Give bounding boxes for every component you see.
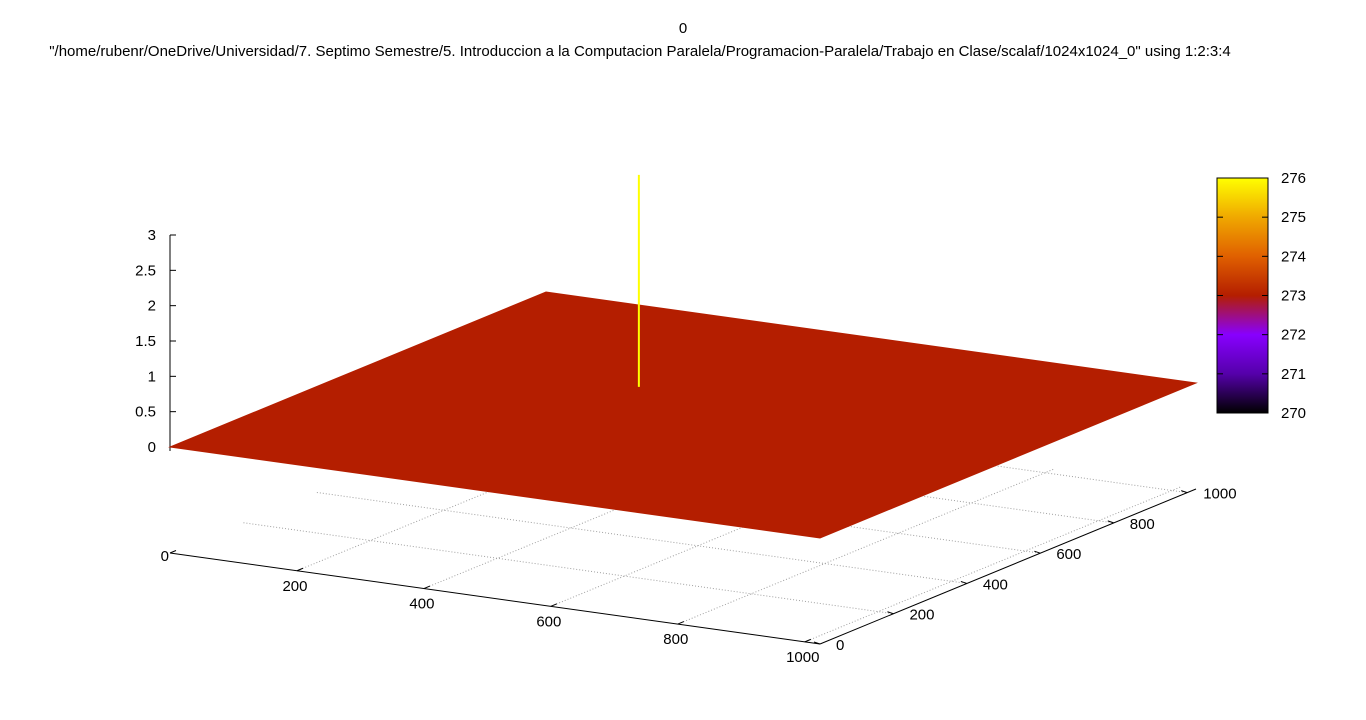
- colorbox-tick-label: 275: [1281, 209, 1306, 226]
- z-tick-label: 2.5: [135, 262, 156, 279]
- y-tick-label: 400: [983, 576, 1008, 593]
- y-tick-label: 0: [836, 637, 844, 654]
- x-tick: [169, 550, 177, 554]
- grid-line-y: [390, 461, 1041, 554]
- x-tick: [296, 567, 304, 572]
- grid-line-y: [537, 401, 1188, 494]
- x-tick: [804, 638, 811, 643]
- grid-line-y: [463, 431, 1114, 524]
- x-tick-label: 400: [409, 596, 434, 613]
- chart-subtitle: "/home/rubenr/OneDrive/Universidad/7. Se…: [49, 43, 1231, 60]
- axes: 0 200 400 600 800 1000 0 200 400 600 800 1000 0 0.5 1 1…: [135, 227, 1236, 666]
- z-tick-label: 1: [148, 368, 156, 385]
- z-tick-label: 3: [148, 227, 156, 244]
- base-grid: [243, 401, 1188, 643]
- y-axis-line: [819, 488, 1197, 645]
- y-tick: [813, 641, 821, 645]
- z-tick-label: 0: [148, 439, 156, 456]
- colorbox: 270 271 272 273 274 275 276: [1216, 170, 1306, 422]
- x-tick-label: 200: [282, 578, 307, 595]
- y-tick: [1181, 490, 1188, 494]
- y-tick: [1107, 520, 1114, 524]
- z-tick-label: 1.5: [135, 333, 156, 350]
- colorbox-gradient: [1216, 177, 1269, 414]
- y-tick: [887, 611, 894, 615]
- grid-line-y: [243, 522, 894, 615]
- x-axis-line: [169, 552, 821, 645]
- x-tick-label: 600: [536, 613, 561, 630]
- x-tick-label: 1000: [786, 649, 819, 666]
- y-tick: [1034, 550, 1041, 554]
- colorbox-tick-label: 274: [1281, 248, 1306, 265]
- y-tick-label: 1000: [1203, 486, 1236, 503]
- surface-layer: [168, 174, 1198, 539]
- z-tick-label: 2: [148, 298, 156, 315]
- colorbox-tick-label: 270: [1281, 405, 1306, 422]
- x-tick: [677, 621, 685, 625]
- z-tick-label: 0.5: [135, 404, 156, 421]
- y-tick: [960, 580, 968, 584]
- chart-title: 0: [679, 20, 687, 37]
- colorbox-tick-label: 276: [1281, 170, 1306, 187]
- x-tick: [423, 585, 431, 590]
- grid-line-y: [316, 491, 967, 584]
- y-tick-label: 200: [909, 607, 934, 624]
- x-tick: [550, 603, 558, 607]
- x-tick-label: 800: [663, 631, 688, 648]
- surface-plane: [168, 291, 1198, 539]
- y-tick-label: 800: [1130, 516, 1155, 533]
- x-tick-label: 0: [161, 548, 169, 565]
- y-tick-label: 600: [1056, 546, 1081, 563]
- colorbox-tick-label: 273: [1281, 288, 1306, 305]
- colorbox-tick-label: 272: [1281, 327, 1306, 344]
- colorbox-tick-label: 271: [1281, 366, 1306, 383]
